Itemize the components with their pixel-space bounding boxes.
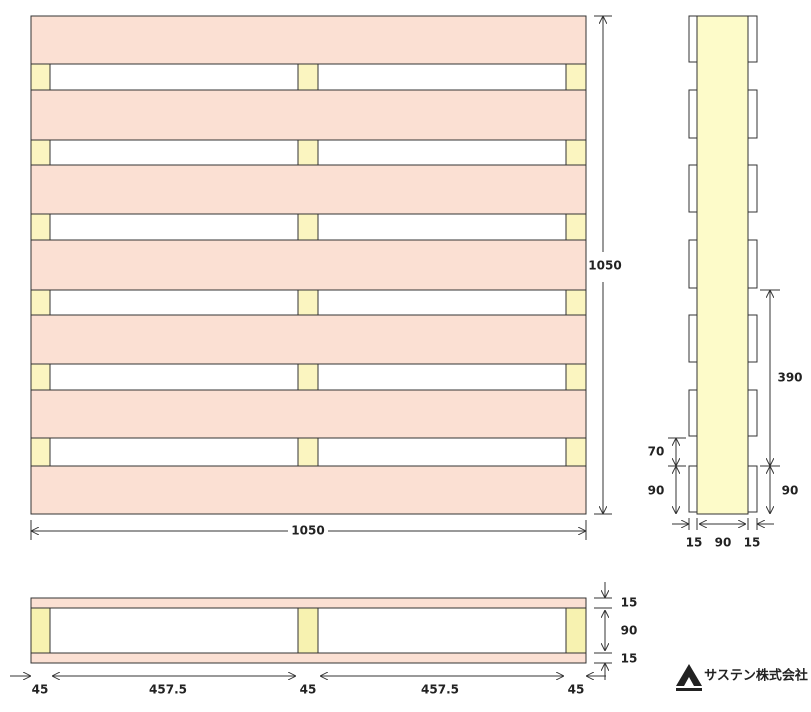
board-end	[747, 15, 758, 63]
dim-label: 90	[715, 536, 732, 550]
board-end	[688, 89, 698, 139]
board-end	[688, 465, 698, 513]
block	[297, 437, 319, 467]
board-end	[747, 164, 758, 213]
block	[30, 139, 51, 166]
block	[30, 437, 51, 467]
dim-label: 90	[648, 484, 665, 498]
label-bg	[778, 370, 804, 386]
dim-label: 15	[621, 652, 638, 666]
dim-label: 457.5	[421, 683, 459, 697]
block	[297, 363, 319, 391]
block	[565, 289, 587, 316]
dim-label: 457.5	[149, 683, 187, 697]
deck-board	[30, 314, 587, 365]
dim-label: 15	[686, 536, 703, 550]
dim-label: 390	[777, 371, 802, 385]
board-end	[688, 239, 698, 289]
board-end	[747, 89, 758, 139]
board-end	[688, 15, 698, 63]
board-end	[688, 314, 698, 363]
dim-label: 15	[744, 536, 761, 550]
block	[565, 139, 587, 166]
block	[30, 607, 51, 654]
deck-board	[30, 239, 587, 291]
deck-board	[30, 164, 587, 215]
label-bg	[416, 682, 464, 698]
dim-label: 70	[648, 445, 665, 459]
logo-icon	[676, 688, 702, 691]
dim-label: 45	[568, 683, 585, 697]
block	[297, 139, 319, 166]
block	[565, 63, 587, 91]
board-end	[747, 239, 758, 289]
block	[297, 63, 319, 91]
top-board	[30, 597, 587, 609]
dim-label: 45	[32, 683, 49, 697]
board-end	[747, 465, 758, 513]
dim-label: 90	[782, 484, 799, 498]
dim-label: 1050	[291, 524, 324, 538]
board-end	[747, 389, 758, 437]
label-bg	[144, 682, 192, 698]
stringer	[696, 15, 749, 515]
block	[565, 213, 587, 241]
block	[30, 289, 51, 316]
board-end	[688, 389, 698, 437]
deck-board	[30, 15, 587, 65]
logo-icon	[676, 664, 702, 686]
block	[297, 607, 319, 654]
block	[30, 63, 51, 91]
deck-board	[30, 465, 587, 515]
block	[30, 213, 51, 241]
block	[565, 437, 587, 467]
deck-board	[30, 89, 587, 141]
deck-board	[30, 389, 587, 439]
board-end	[747, 314, 758, 363]
dim-label: 1050	[588, 259, 621, 273]
block	[30, 363, 51, 391]
board-end	[688, 164, 698, 213]
dim-label: 15	[621, 596, 638, 610]
bottom-board	[30, 652, 587, 664]
shapes	[30, 15, 758, 664]
dim-label: 90	[621, 624, 638, 638]
logo-text: サステン株式会社	[704, 668, 808, 684]
block	[565, 363, 587, 391]
front-width-labels: 45 457.5 45 457.5 45	[32, 682, 585, 698]
block	[565, 607, 587, 654]
dim-label: 45	[300, 683, 317, 697]
block	[297, 213, 319, 241]
block	[297, 289, 319, 316]
